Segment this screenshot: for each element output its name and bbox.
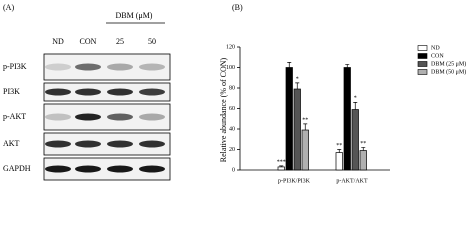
significance: * <box>354 96 357 102</box>
bar <box>293 88 301 171</box>
band <box>75 88 101 96</box>
y-tick-label: 100 <box>226 65 235 71</box>
legend-label: CON <box>431 53 444 59</box>
error-bar <box>361 147 366 151</box>
group-label: DBM (μM) <box>116 11 153 20</box>
bar <box>301 129 309 171</box>
row-label: PI3K <box>3 87 20 96</box>
bar <box>351 109 359 171</box>
panel-label: (A) <box>3 3 14 12</box>
lane-label: CON <box>80 37 97 46</box>
band <box>139 88 165 96</box>
legend-swatch <box>417 61 428 67</box>
legend-swatch <box>417 69 428 75</box>
y-tick-label: 0 <box>232 167 235 173</box>
significance: * <box>296 76 299 82</box>
row-label: GAPDH <box>3 164 31 173</box>
y-tick-label: 80 <box>229 85 235 91</box>
band <box>139 140 165 148</box>
x-tick-label: p-PI3K/PI3K <box>278 178 311 184</box>
legend-swatch <box>417 53 428 59</box>
legend-label: DBM (25 μM) <box>431 60 466 67</box>
band <box>139 165 165 173</box>
y-tick-label: 20 <box>229 147 235 153</box>
band <box>45 63 71 71</box>
error-bar <box>279 165 284 167</box>
y-tick-label: 120 <box>226 44 235 50</box>
error-bar <box>353 102 358 110</box>
significance: *** <box>277 159 286 165</box>
error-bar <box>303 123 308 131</box>
lane-label: 25 <box>116 37 124 46</box>
figure: (A) DBM (μM) (B) Relative abundance (% o… <box>3 3 466 185</box>
lane-label: ND <box>52 37 64 46</box>
significance: ** <box>360 141 366 147</box>
row-label: p-PI3K <box>3 62 27 71</box>
band <box>107 88 133 96</box>
legend-label: ND <box>431 45 440 51</box>
lane-label: 50 <box>148 37 156 46</box>
bar <box>359 150 367 171</box>
significance: ** <box>336 143 342 149</box>
error-bar <box>295 82 300 90</box>
band <box>45 88 71 96</box>
band <box>45 165 71 173</box>
band <box>107 140 133 148</box>
error-bar <box>337 149 342 153</box>
legend-label: DBM (50 μM) <box>431 68 466 75</box>
x-tick-label: p-AKT/AKT <box>336 178 368 184</box>
band <box>139 113 165 121</box>
error-bar <box>345 64 350 68</box>
row-label: p-AKT <box>3 112 26 121</box>
bar <box>343 67 351 171</box>
significance: ** <box>302 117 308 123</box>
band <box>107 165 133 173</box>
legend-swatch <box>417 45 428 51</box>
y-tick-label: 40 <box>229 126 235 132</box>
panel-label: (B) <box>232 3 243 12</box>
band <box>75 165 101 173</box>
error-bar <box>287 62 292 68</box>
bar <box>277 166 285 171</box>
band <box>107 63 133 71</box>
y-axis-label: Relative abundance (% of CON) <box>219 57 228 162</box>
band <box>75 63 101 71</box>
blot-box <box>43 53 171 81</box>
band <box>45 140 71 148</box>
band <box>75 140 101 148</box>
bar <box>335 152 343 171</box>
bar <box>285 67 293 171</box>
y-tick-label: 60 <box>229 106 235 112</box>
row-label: AKT <box>3 139 20 148</box>
band <box>75 113 101 121</box>
band <box>107 113 133 121</box>
band <box>139 63 165 71</box>
band <box>45 113 71 121</box>
